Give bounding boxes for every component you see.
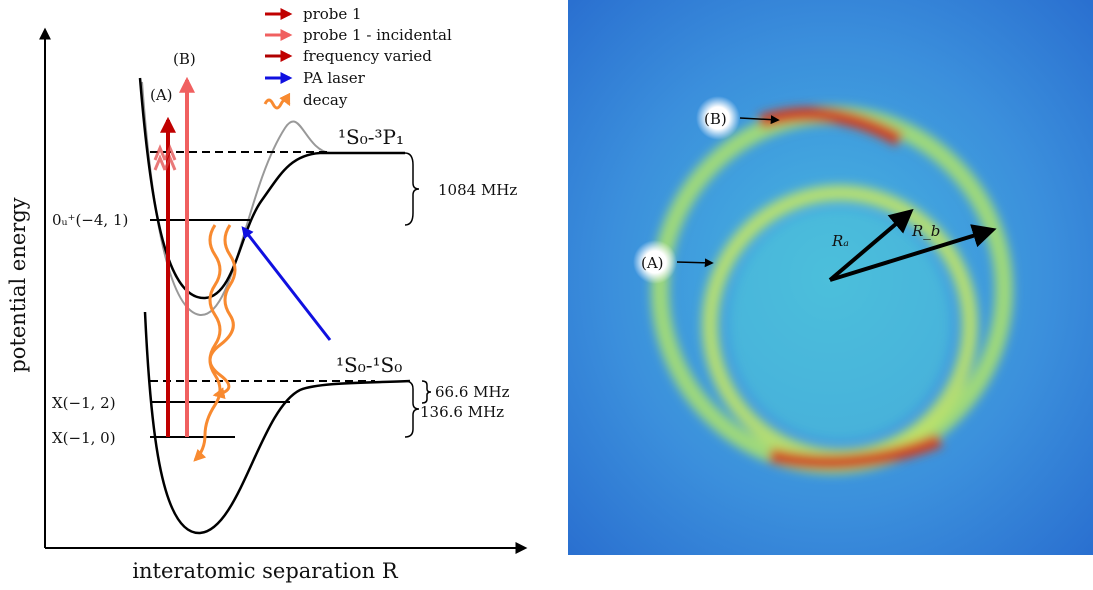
pa-arrow	[243, 228, 330, 340]
asymptote-label: ¹S₀-³P₁	[338, 125, 404, 149]
legend-label: PA laser	[303, 69, 366, 87]
figure: potential energy interatomic separation …	[0, 0, 1093, 586]
level-label: X(−1, 0)	[52, 429, 116, 447]
asymptote-label: ¹S₀-¹S₀	[336, 353, 402, 377]
x-axis-label: interatomic separation R	[132, 559, 399, 583]
decay	[195, 225, 235, 460]
level-label: 0ᵤ⁺(−4, 1)	[52, 211, 128, 229]
absorption-image: (B) (A) Rₐ R_b	[568, 0, 1093, 555]
brace	[422, 381, 431, 403]
label: (A)	[150, 86, 173, 104]
excited-potential-alt	[142, 82, 405, 315]
radius-label: Rₐ	[831, 232, 849, 250]
legend: probe 1 probe 1 - incidental frequency v…	[265, 5, 452, 109]
energy-diagram: potential energy interatomic separation …	[6, 5, 525, 583]
label: (B)	[173, 50, 196, 68]
splitting-label: 1084 MHz	[438, 181, 517, 199]
legend-label: frequency varied	[303, 47, 432, 65]
legend-label: probe 1	[303, 5, 362, 23]
brace	[405, 381, 419, 437]
y-axis-label: potential energy	[6, 197, 30, 372]
ring-label: (B)	[704, 110, 727, 128]
brace	[405, 153, 419, 225]
level-label: X(−1, 2)	[52, 394, 116, 412]
splitting-label: 136.6 MHz	[420, 403, 504, 421]
splitting-label: 66.6 MHz	[435, 383, 510, 401]
legend-label: probe 1 - incidental	[303, 26, 452, 44]
ground-potential	[145, 312, 410, 533]
radius-label: R_b	[911, 222, 940, 240]
legend-label: decay	[303, 91, 348, 109]
ring-label: (A)	[641, 254, 664, 272]
